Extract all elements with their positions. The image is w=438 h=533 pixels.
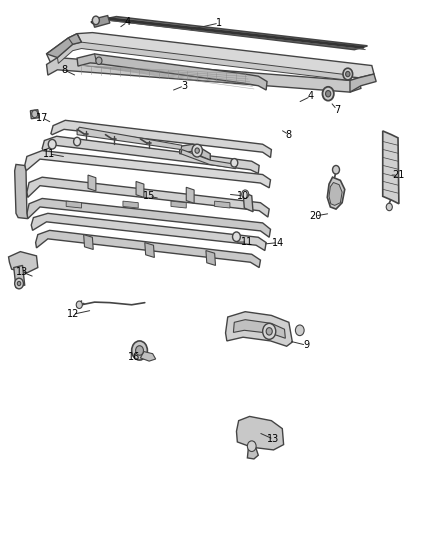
Circle shape [76,301,82,309]
Text: 7: 7 [334,104,340,115]
Circle shape [195,148,199,154]
Circle shape [74,138,81,146]
Polygon shape [171,201,186,208]
Circle shape [343,68,353,80]
Polygon shape [42,136,259,173]
Circle shape [136,346,144,356]
Text: 17: 17 [36,112,48,123]
Circle shape [132,341,148,360]
Polygon shape [226,312,292,346]
Text: 4: 4 [307,91,314,101]
Polygon shape [92,15,110,27]
Circle shape [14,278,23,289]
Text: 10: 10 [237,191,249,201]
Polygon shape [77,127,182,150]
Text: 9: 9 [303,340,309,350]
Polygon shape [186,187,194,203]
Polygon shape [27,198,271,237]
Polygon shape [88,175,96,191]
Polygon shape [327,177,345,209]
Polygon shape [84,235,93,249]
Circle shape [92,16,99,25]
Polygon shape [329,182,342,205]
Text: 1: 1 [216,18,222,28]
Circle shape [263,324,276,340]
Polygon shape [141,352,155,361]
Polygon shape [46,34,81,58]
Text: 20: 20 [309,211,321,221]
Polygon shape [181,150,237,168]
Polygon shape [27,177,269,217]
Polygon shape [30,110,39,119]
Circle shape [266,328,272,335]
Polygon shape [215,201,230,208]
Text: 13: 13 [268,434,280,445]
Polygon shape [123,201,138,208]
Text: 13: 13 [15,267,28,277]
Circle shape [96,57,102,64]
Polygon shape [233,320,286,338]
Polygon shape [136,181,144,197]
Polygon shape [35,230,261,268]
Circle shape [325,91,331,97]
Text: 12: 12 [67,309,79,319]
Polygon shape [25,151,271,188]
Polygon shape [383,131,399,204]
Polygon shape [206,251,215,265]
Polygon shape [237,416,284,450]
Polygon shape [46,33,374,78]
Circle shape [231,159,238,167]
Polygon shape [14,165,28,219]
Polygon shape [180,144,210,160]
Polygon shape [9,252,38,273]
Polygon shape [51,120,272,158]
Circle shape [322,87,334,101]
Circle shape [386,203,392,211]
Circle shape [17,281,21,286]
Text: 4: 4 [124,17,131,27]
Polygon shape [14,265,25,288]
Circle shape [233,232,240,241]
Polygon shape [243,192,253,212]
Circle shape [48,140,56,149]
Circle shape [192,144,202,157]
Polygon shape [247,442,258,459]
Circle shape [295,325,304,336]
Polygon shape [145,243,154,257]
Polygon shape [57,42,350,80]
Polygon shape [31,213,266,251]
Text: 15: 15 [143,191,155,201]
Circle shape [332,165,339,174]
Polygon shape [66,201,81,208]
Circle shape [247,441,256,451]
Text: 11: 11 [42,149,55,159]
Text: 8: 8 [61,65,67,75]
Text: 14: 14 [272,238,284,247]
Text: 3: 3 [181,81,187,91]
Polygon shape [103,17,367,50]
Polygon shape [77,54,267,90]
Polygon shape [350,74,376,92]
Circle shape [32,110,38,118]
Circle shape [346,71,350,77]
Text: 11: 11 [241,237,254,247]
Text: 8: 8 [286,130,292,140]
Circle shape [242,190,249,198]
Polygon shape [46,58,361,92]
Text: 21: 21 [392,170,404,180]
Text: 16: 16 [128,352,140,362]
